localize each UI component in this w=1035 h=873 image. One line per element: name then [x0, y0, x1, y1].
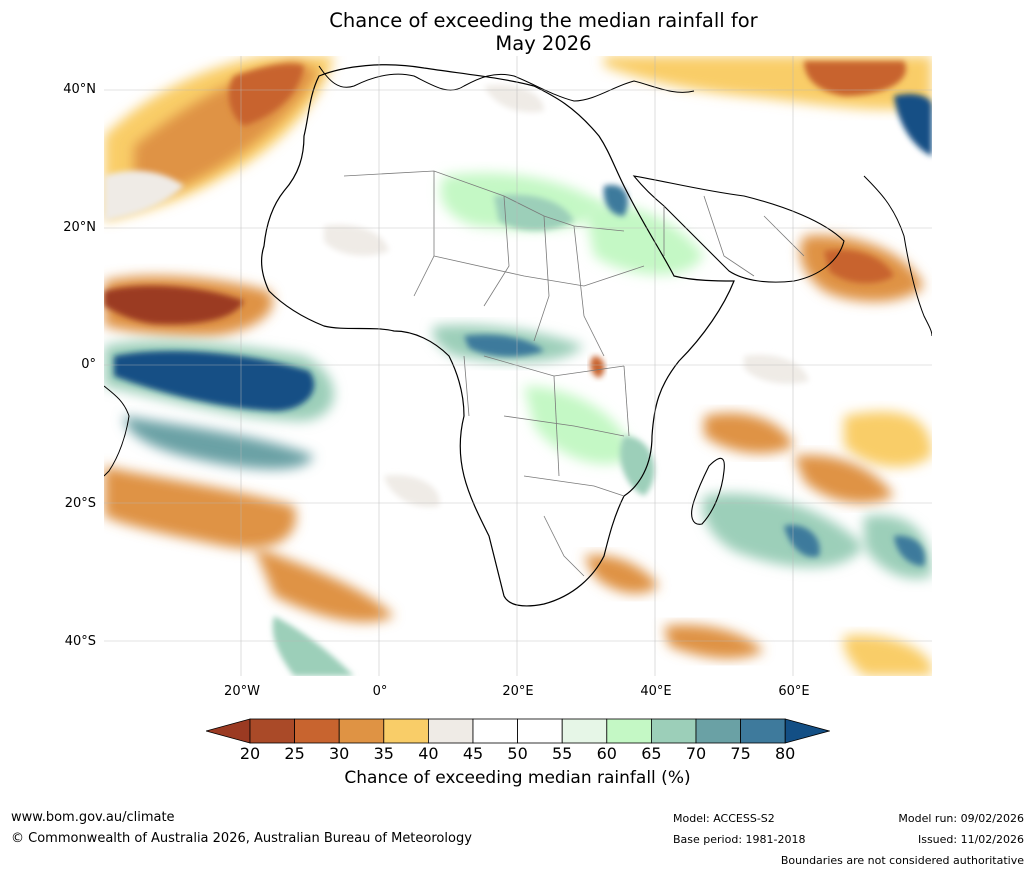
colorbar-box — [695, 718, 741, 744]
map-title-line1: Chance of exceeding the median rainfall … — [329, 9, 758, 32]
madagascar-coastline — [691, 457, 725, 525]
country-boundaries — [343, 170, 805, 577]
rainfall-map-svg — [104, 56, 932, 676]
colorbar-box — [472, 718, 518, 744]
colorbar-box — [606, 718, 652, 744]
colorbar-box — [383, 718, 429, 744]
map-title-line2: May 2026 — [495, 32, 592, 55]
colorbar-tick-label: 60 — [596, 744, 617, 763]
colorbar — [206, 718, 830, 744]
colorbar-box — [517, 718, 563, 744]
colorbar-arrow-low — [206, 718, 251, 744]
colorbar-tick-label: 30 — [329, 744, 350, 763]
model-run-date: Model run: 09/02/2026 — [898, 812, 1024, 825]
lat-label-20n: 20°N — [63, 220, 96, 235]
lon-label-20e: 20°E — [502, 684, 534, 699]
colorbar-tick-label: 35 — [373, 744, 394, 763]
map-title: Chance of exceeding the median rainfall … — [0, 9, 1035, 55]
colorbar-box — [650, 718, 697, 744]
boundaries-disclaimer: Boundaries are not considered authoritat… — [780, 854, 1024, 867]
colorbar-tick-label: 80 — [775, 744, 796, 763]
colorbar-box — [294, 718, 340, 744]
issued-date: Issued: 11/02/2026 — [917, 833, 1024, 846]
colorbar-tick-label: 55 — [552, 744, 573, 763]
colorbar-box — [249, 718, 295, 744]
colorbar-tick-label: 40 — [418, 744, 439, 763]
lat-label-equator: 0° — [81, 357, 96, 372]
colorbar-tick-label: 75 — [730, 744, 751, 763]
lat-label-20s: 20°S — [64, 496, 96, 511]
colorbar-box — [561, 718, 608, 744]
lon-label-60e: 60°E — [778, 684, 810, 699]
lon-label-20w: 20°W — [224, 684, 260, 699]
colorbar-box — [740, 718, 786, 744]
south-america-coastline — [104, 385, 130, 477]
lon-label-0: 0° — [372, 684, 388, 699]
rainfall-map — [104, 56, 932, 676]
europe-coastline — [318, 65, 695, 102]
lon-label-40e: 40°E — [640, 684, 672, 699]
colorbar-box — [338, 718, 385, 744]
copyright-text: © Commonwealth of Australia 2026, Austra… — [11, 831, 472, 846]
graticule — [104, 56, 932, 676]
india-coastline — [863, 175, 932, 337]
colorbar-tick-label: 65 — [641, 744, 662, 763]
colorbar-tick-label: 70 — [685, 744, 707, 763]
colorbar-box — [427, 718, 474, 744]
colorbar-label: Chance of exceeding median rainfall (%) — [344, 768, 691, 788]
colorbar-tick-label: 20 — [239, 744, 261, 763]
arabia-coastline — [632, 175, 845, 283]
colorbar-tick-label: 50 — [507, 744, 528, 763]
base-period: Base period: 1981-2018 — [673, 833, 806, 846]
africa-coastline — [260, 64, 735, 607]
lat-label-40n: 40°N — [63, 82, 96, 97]
website-link[interactable]: www.bom.gov.au/climate — [11, 810, 175, 825]
colorbar-tick-label: 45 — [462, 744, 484, 763]
rainfall-anomaly-field — [104, 56, 932, 676]
model-name: Model: ACCESS-S2 — [673, 812, 775, 825]
colorbar-tick-label: 25 — [284, 744, 305, 763]
colorbar-arrow-high — [784, 718, 830, 744]
lat-label-40s: 40°S — [64, 634, 96, 649]
